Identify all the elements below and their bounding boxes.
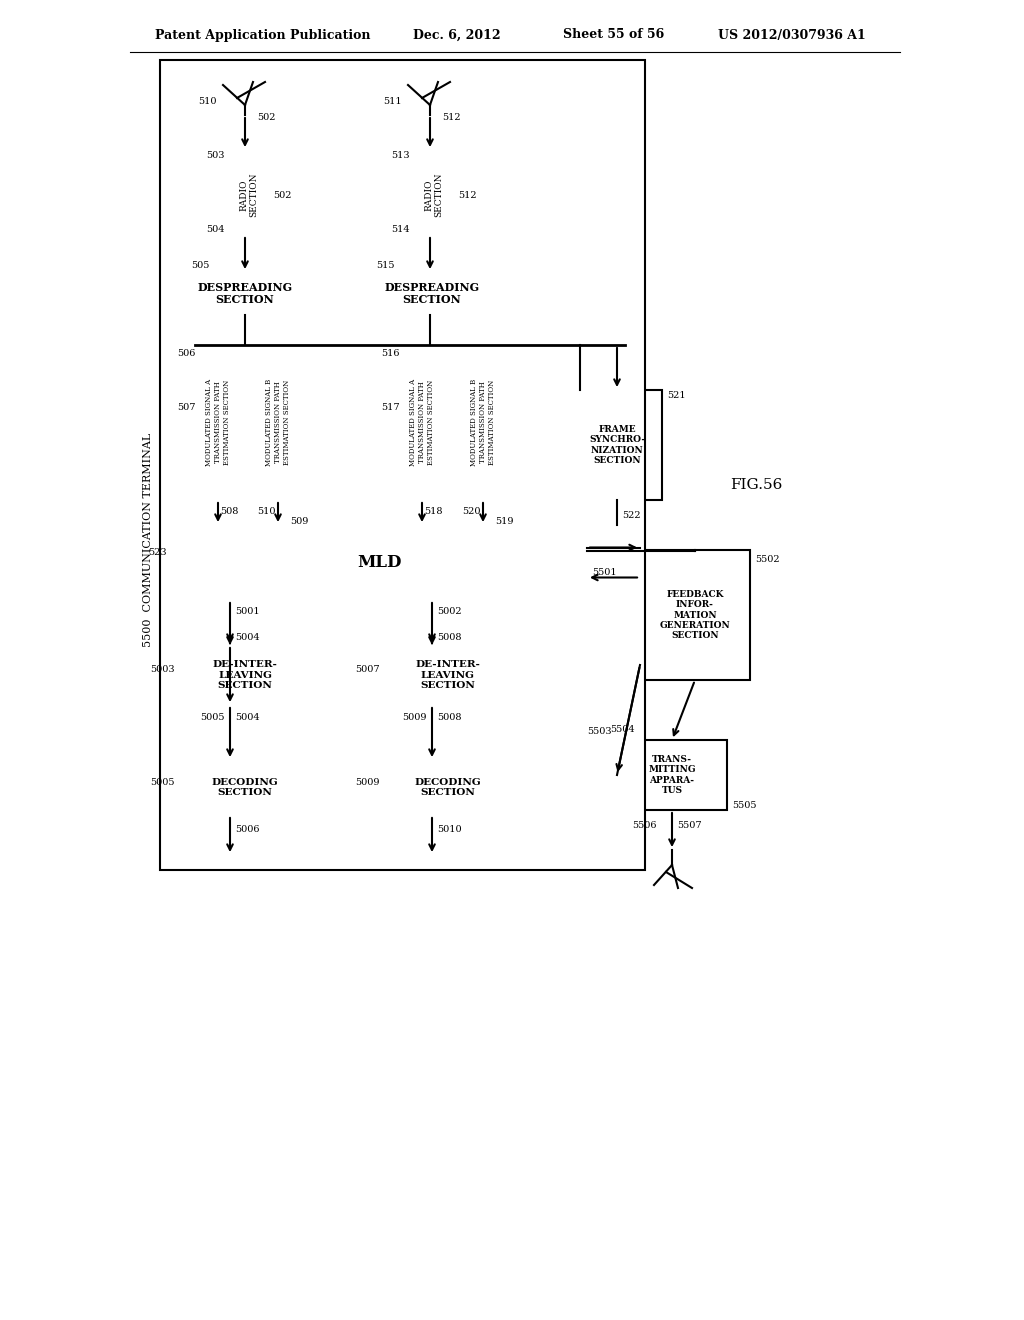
FancyBboxPatch shape [385,760,510,814]
Text: 510: 510 [199,98,217,107]
FancyBboxPatch shape [199,345,237,500]
FancyBboxPatch shape [640,550,750,680]
Text: 5003: 5003 [151,665,175,675]
FancyBboxPatch shape [180,760,310,814]
Circle shape [479,341,487,348]
Text: 504: 504 [207,226,225,235]
Text: 5503: 5503 [588,727,612,737]
Text: Sheet 55 of 56: Sheet 55 of 56 [563,29,665,41]
Text: DE-INTER-
LEAVING
SECTION: DE-INTER- LEAVING SECTION [213,660,278,690]
Text: RADIO
SECTION: RADIO SECTION [424,173,443,218]
Text: TRANS-
MITTING
APPARA-
TUS: TRANS- MITTING APPARA- TUS [648,755,696,795]
Circle shape [241,341,249,348]
Text: 5009: 5009 [355,777,380,787]
Text: 502: 502 [257,114,275,123]
Text: MODULATED SIGNAL B
TRANSMISSION PATH
ESTIMATION SECTION: MODULATED SIGNAL B TRANSMISSION PATH EST… [470,379,497,466]
Text: 5005: 5005 [151,777,175,787]
Text: 5009: 5009 [402,713,427,722]
Text: US 2012/0307936 A1: US 2012/0307936 A1 [718,29,865,41]
Text: 5002: 5002 [437,607,462,616]
Text: DECODING
SECTION: DECODING SECTION [414,777,481,797]
Text: 5007: 5007 [355,665,380,675]
Text: 512: 512 [442,114,461,123]
Text: 5506: 5506 [633,821,657,829]
FancyBboxPatch shape [385,645,510,705]
Text: 509: 509 [290,517,308,527]
Text: 515: 515 [377,260,395,269]
Text: 5001: 5001 [234,607,260,616]
Text: 5501: 5501 [592,568,616,577]
Text: 508: 508 [220,507,239,516]
FancyBboxPatch shape [228,154,270,235]
Text: 518: 518 [424,507,442,516]
Text: 516: 516 [382,348,400,358]
Text: 5010: 5010 [437,825,462,834]
Circle shape [613,341,621,348]
Text: 503: 503 [207,150,225,160]
Text: 5004: 5004 [234,713,260,722]
Text: Dec. 6, 2012: Dec. 6, 2012 [413,29,501,41]
Text: MODULATED SIGNAL B
TRANSMISSION PATH
ESTIMATION SECTION: MODULATED SIGNAL B TRANSMISSION PATH EST… [265,379,291,466]
Circle shape [426,341,434,348]
Text: MODULATED SIGNAL A
TRANSMISSION PATH
ESTIMATION SECTION: MODULATED SIGNAL A TRANSMISSION PATH EST… [205,379,231,466]
Text: 522: 522 [622,511,641,520]
FancyBboxPatch shape [180,645,310,705]
Text: 523: 523 [148,548,167,557]
Text: DESPREADING
SECTION: DESPREADING SECTION [384,281,479,305]
Circle shape [575,341,584,348]
Text: 5008: 5008 [437,632,462,642]
Text: DE-INTER-
LEAVING
SECTION: DE-INTER- LEAVING SECTION [415,660,480,690]
Text: 507: 507 [177,403,196,412]
Text: 5004: 5004 [234,632,260,642]
Text: 5500  COMMUNICATION TERMINAL: 5500 COMMUNICATION TERMINAL [143,433,153,647]
Text: 517: 517 [381,403,400,412]
Text: 512: 512 [458,190,476,199]
Text: 502: 502 [273,190,292,199]
Text: 5507: 5507 [677,821,701,829]
FancyBboxPatch shape [362,272,502,315]
Text: MLD: MLD [357,554,401,572]
Circle shape [274,341,282,348]
Text: DESPREADING
SECTION: DESPREADING SECTION [198,281,293,305]
Text: FRAME
SYNCHRO-
NIZATION
SECTION: FRAME SYNCHRO- NIZATION SECTION [589,425,645,465]
FancyBboxPatch shape [413,154,455,235]
Text: 5505: 5505 [732,800,757,809]
FancyBboxPatch shape [464,345,502,500]
Text: 5008: 5008 [437,713,462,722]
Text: FEEDBACK
INFOR-
MATION
GENERATION
SECTION: FEEDBACK INFOR- MATION GENERATION SECTIO… [659,590,730,640]
Text: 505: 505 [191,260,210,269]
FancyBboxPatch shape [172,525,587,601]
Text: 5005: 5005 [201,713,225,722]
FancyBboxPatch shape [572,389,662,500]
Text: 5504: 5504 [610,726,635,734]
Text: 513: 513 [391,150,410,160]
FancyBboxPatch shape [175,272,315,315]
Text: 5006: 5006 [234,825,259,834]
FancyBboxPatch shape [617,741,727,810]
Text: 520: 520 [463,507,481,516]
FancyBboxPatch shape [160,59,645,870]
Text: Patent Application Publication: Patent Application Publication [155,29,371,41]
Text: MODULATED SIGNAL A
TRANSMISSION PATH
ESTIMATION SECTION: MODULATED SIGNAL A TRANSMISSION PATH EST… [409,379,435,466]
Text: FIG.56: FIG.56 [730,478,782,492]
Text: 511: 511 [383,98,402,107]
FancyBboxPatch shape [403,345,441,500]
Text: DECODING
SECTION: DECODING SECTION [212,777,279,797]
Text: 510: 510 [257,507,276,516]
Text: 521: 521 [667,391,686,400]
Text: 506: 506 [177,348,196,358]
Text: 514: 514 [391,226,410,235]
FancyBboxPatch shape [259,345,297,500]
Text: RADIO
SECTION: RADIO SECTION [240,173,259,218]
Text: 5502: 5502 [755,556,779,565]
Text: 519: 519 [495,517,513,527]
